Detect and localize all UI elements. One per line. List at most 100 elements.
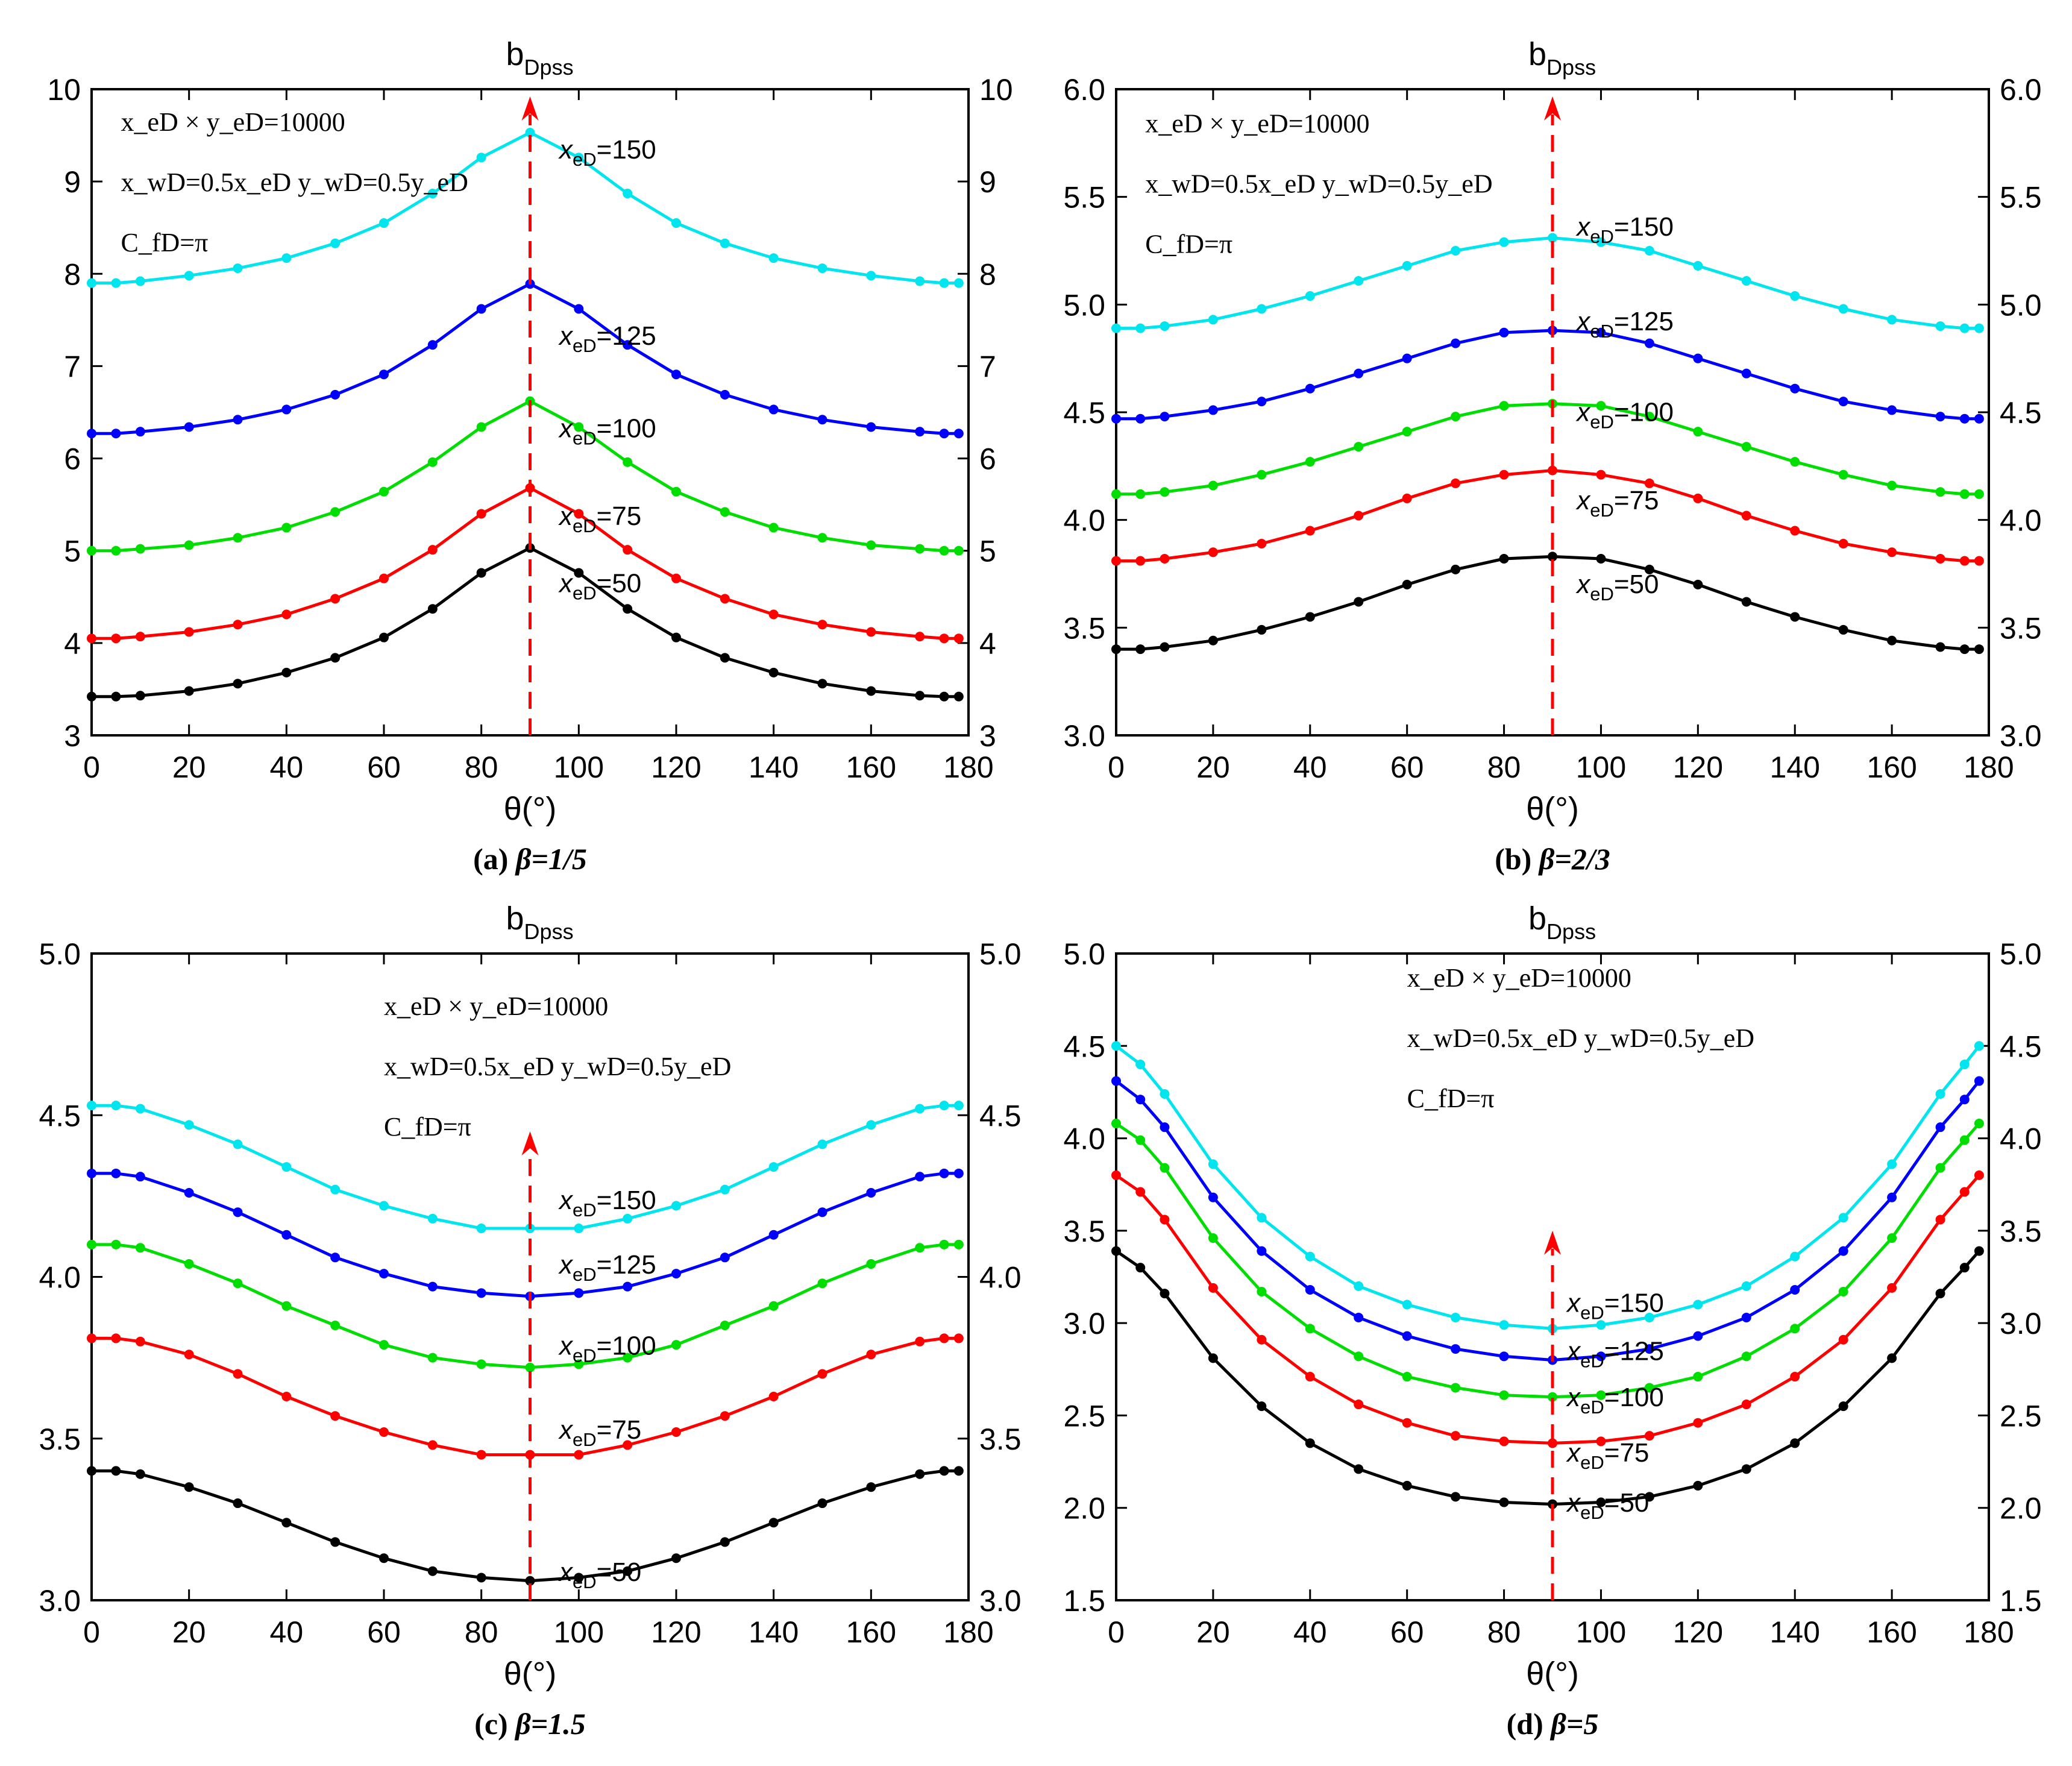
data-point [1499, 553, 1509, 564]
data-point [623, 604, 633, 614]
data-point [427, 340, 438, 350]
series-label-var: x [1566, 1289, 1581, 1318]
series-label-sub: eD [573, 583, 597, 604]
data-point [1959, 1263, 1970, 1273]
y-tick-label: 5.5 [1063, 181, 1105, 215]
y-tick-label: 6.0 [1063, 73, 1105, 107]
data-point [1790, 1251, 1800, 1262]
data-point [1305, 1324, 1315, 1334]
data-point [1257, 1401, 1267, 1412]
data-point [939, 633, 949, 644]
data-point [1887, 1233, 1897, 1243]
data-point [87, 429, 96, 439]
data-point [1305, 1251, 1315, 1262]
y-tick-label: 6 [64, 442, 81, 476]
y-tick-label-right: 7 [979, 350, 996, 383]
series-label-sub: eD [573, 427, 597, 448]
data-point [939, 691, 949, 702]
panel-caption: (c) β=1.5 [474, 1707, 586, 1741]
data-point [1208, 480, 1218, 491]
title-subscript: Dpss [1546, 919, 1596, 944]
series-label-var: x [558, 569, 574, 599]
data-point [1402, 1331, 1412, 1341]
data-point [1935, 487, 1945, 497]
data-point [1135, 413, 1146, 424]
data-point [817, 1139, 827, 1149]
data-point [1451, 1312, 1461, 1322]
data-point [1499, 470, 1509, 480]
data-point [87, 1168, 96, 1178]
series-label-sub: eD [573, 515, 597, 536]
data-point [768, 1230, 779, 1240]
y-tick-label: 3.0 [39, 1584, 81, 1618]
data-point [939, 278, 949, 288]
y-tick-label: 3 [64, 719, 81, 753]
series-label-var: x [558, 1415, 574, 1445]
data-point [1402, 1480, 1412, 1491]
series-label-var: x [1566, 1488, 1581, 1518]
annotation-line-1: x_eD × y_eD=10000 [384, 991, 608, 1021]
data-point [866, 627, 876, 637]
data-point [623, 1213, 633, 1224]
data-point [1693, 1418, 1703, 1428]
series-label-value: =75 [597, 1415, 642, 1445]
data-point [1596, 1436, 1606, 1447]
x-tick-label: 0 [1108, 750, 1125, 784]
data-point [330, 1252, 341, 1263]
data-point [281, 1518, 292, 1528]
data-point [1354, 368, 1364, 379]
data-point [720, 1411, 730, 1421]
data-point [1974, 1170, 1984, 1180]
data-point [939, 1168, 949, 1178]
data-point [1451, 1492, 1461, 1502]
data-point [720, 1537, 730, 1547]
data-point [1111, 1119, 1121, 1129]
data-point [623, 545, 633, 555]
data-point [281, 404, 292, 415]
data-point [1741, 511, 1751, 521]
y-tick-label-right: 9 [979, 165, 996, 199]
data-point [1451, 564, 1461, 574]
data-point [1354, 597, 1364, 607]
x-tick-label: 180 [943, 1615, 993, 1649]
x-tick-label: 20 [1196, 1615, 1230, 1649]
data-point [817, 1278, 827, 1289]
data-point [939, 1466, 949, 1476]
data-point [1596, 1351, 1606, 1362]
data-point [1354, 1312, 1364, 1322]
title-subscript: Dpss [1546, 55, 1596, 80]
y-tick-label: 7 [64, 350, 81, 383]
data-point [87, 1101, 96, 1111]
data-point [1208, 1233, 1218, 1243]
data-point [1111, 323, 1121, 333]
data-point [768, 1162, 779, 1172]
data-point [1257, 1246, 1267, 1256]
data-point [1974, 1041, 1984, 1051]
title-subscript: Dpss [524, 55, 574, 80]
series-label-var: x [558, 135, 574, 165]
data-point [111, 278, 121, 288]
data-point [866, 271, 876, 281]
annotation-line-3: C_fD=π [384, 1112, 471, 1142]
series-line [92, 282, 959, 435]
data-point [1644, 1383, 1654, 1393]
data-point [574, 509, 584, 519]
series-xeD=75 [1111, 465, 1984, 566]
data-point [1160, 487, 1170, 497]
data-point [135, 1104, 145, 1114]
data-point [866, 1188, 876, 1198]
data-point [1596, 553, 1606, 564]
data-point [671, 1201, 681, 1211]
y-tick-label-right: 4.5 [979, 1099, 1022, 1133]
data-point [330, 594, 341, 604]
data-point [1257, 624, 1267, 635]
y-tick-label-right: 5.0 [2000, 288, 2042, 322]
data-point [330, 653, 341, 663]
caption-prefix: (b) [1495, 842, 1531, 876]
data-point [623, 189, 633, 199]
data-point [281, 1230, 292, 1240]
data-point [1402, 261, 1412, 271]
data-point [953, 691, 964, 702]
series-label: xeD=75 [558, 501, 641, 536]
annotation-line-1: x_eD × y_eD=10000 [1145, 108, 1369, 138]
